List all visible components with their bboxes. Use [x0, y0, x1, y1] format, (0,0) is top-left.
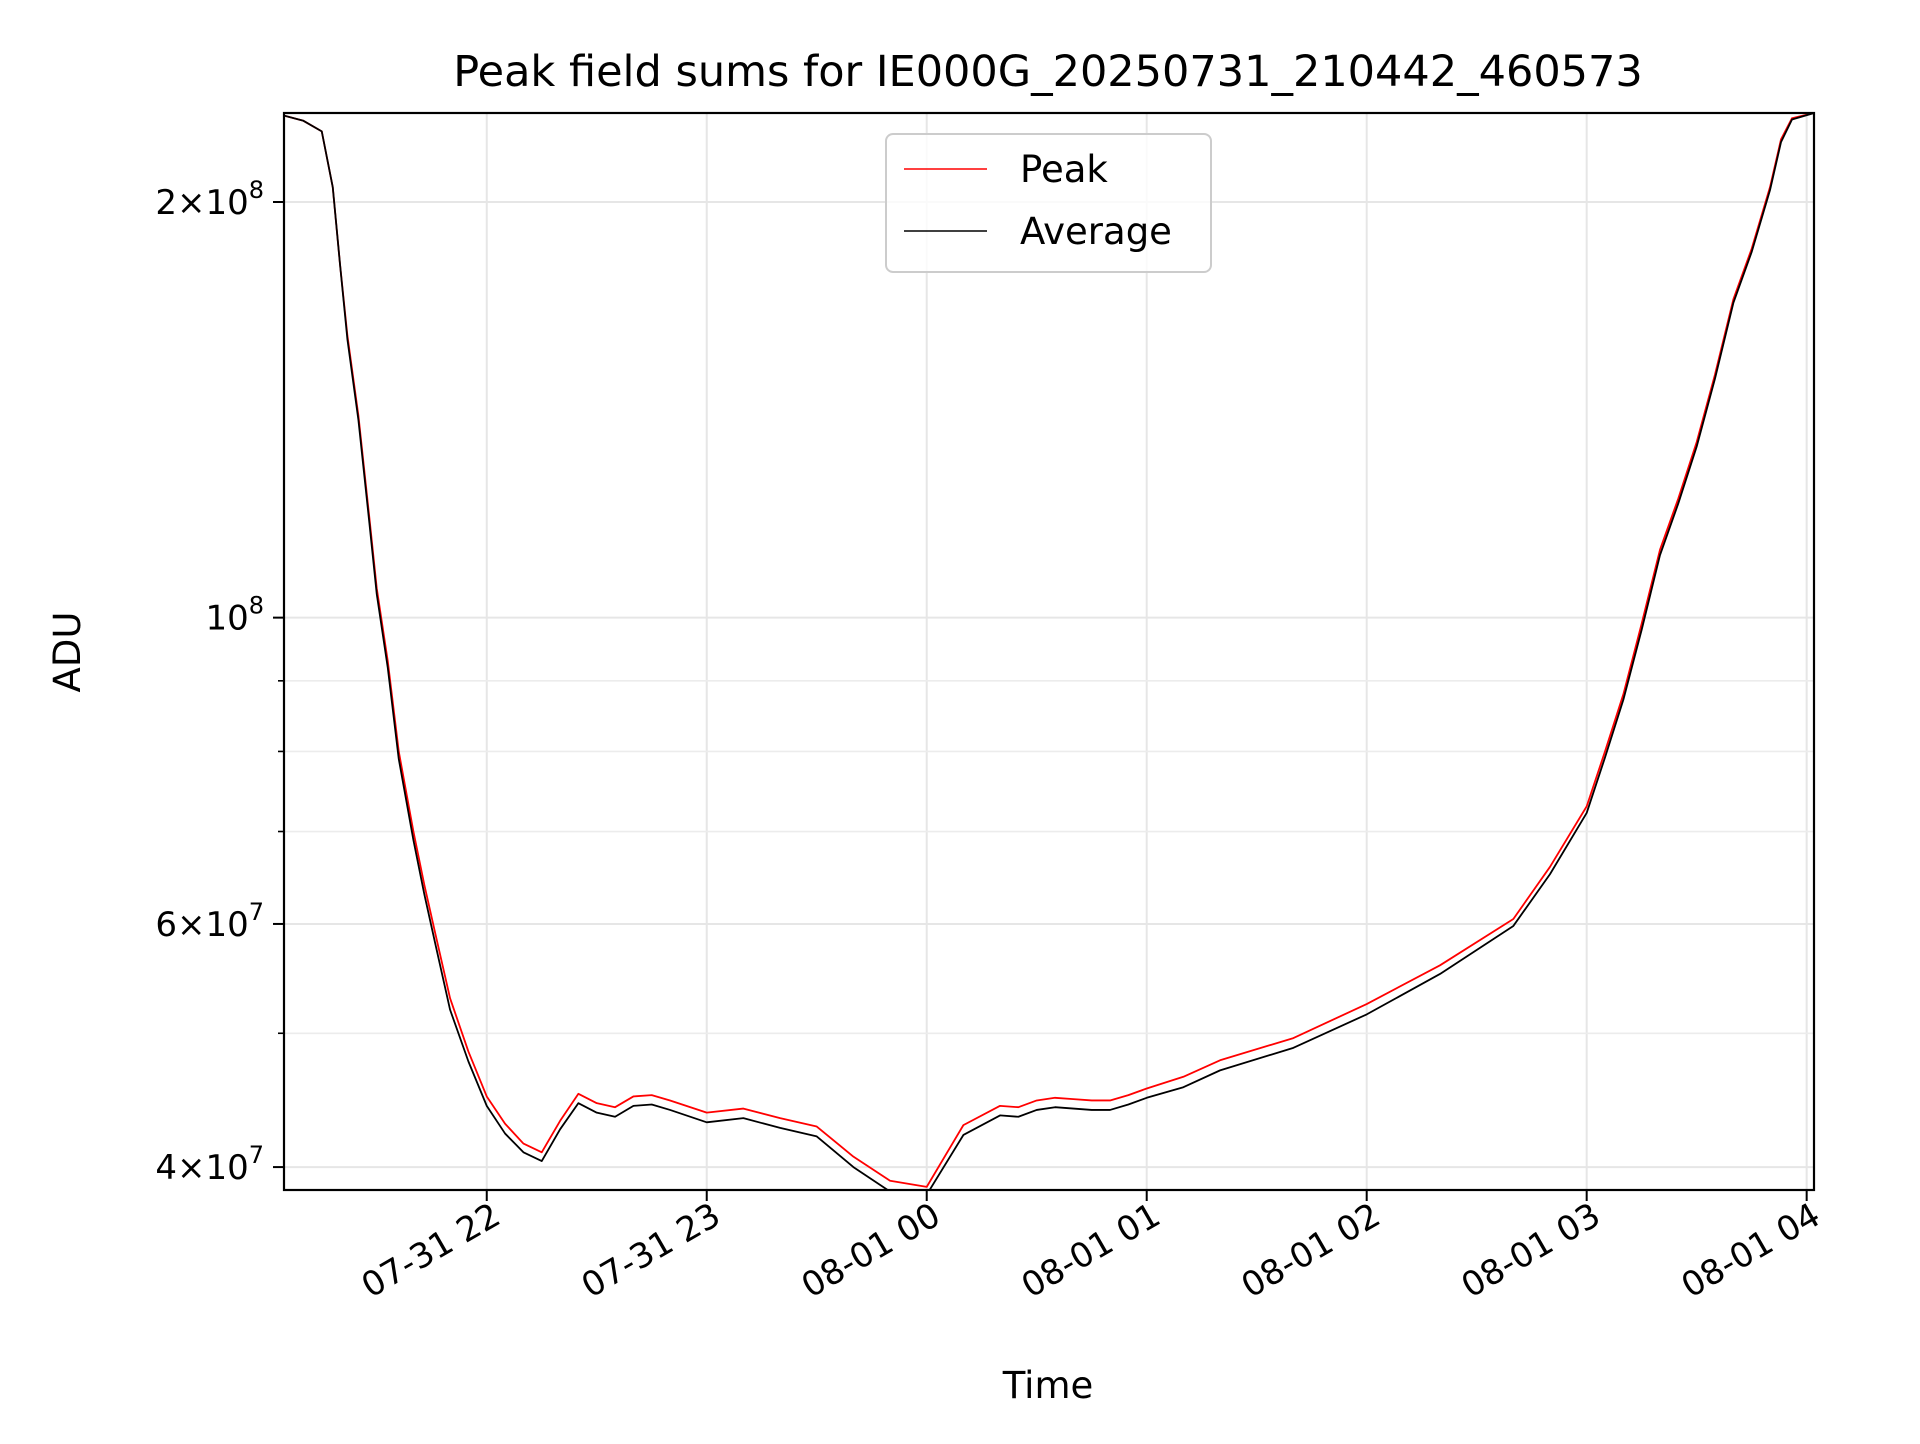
series-line-average: [284, 113, 1814, 1190]
y-tick-mantissa: 2×10: [155, 183, 248, 223]
y-tick-base: 10: [205, 599, 248, 639]
y-tick-exponent: 7: [249, 1141, 264, 1169]
chart-title: Peak field sums for IE000G_20250731_2104…: [453, 47, 1643, 97]
y-tick-label: 6×107: [155, 898, 264, 945]
x-axis-label: Time: [1002, 1364, 1094, 1407]
y-tick-mantissa: 4×10: [155, 1148, 248, 1188]
legend: Peak Average: [885, 133, 1212, 273]
series-line-peak: [284, 113, 1814, 1188]
y-tick-label: 4×107: [155, 1141, 264, 1188]
y-tick-label: 108: [205, 592, 264, 639]
y-tick-label: 2×108: [155, 176, 264, 223]
legend-label-average: Average: [1020, 210, 1172, 253]
y-tick-exponent: 8: [249, 176, 264, 204]
y-tick-mantissa: 6×10: [155, 905, 248, 945]
y-tick-exponent: 7: [249, 898, 264, 926]
plot-frame: [282, 111, 1816, 1192]
legend-label-peak: Peak: [1020, 148, 1108, 191]
series-layer: [284, 113, 1814, 1190]
y-axis-label: ADU: [46, 612, 89, 693]
y-tick-exponent: 8: [249, 592, 264, 620]
